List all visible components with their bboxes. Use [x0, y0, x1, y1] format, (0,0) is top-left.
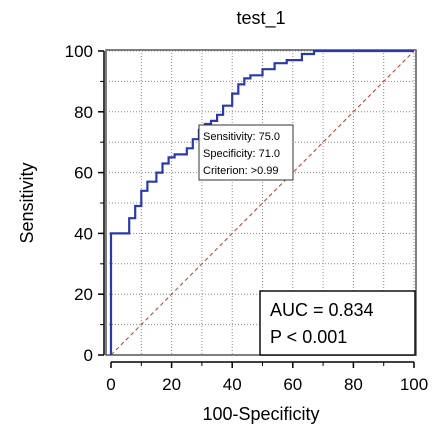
- criterion-threshold: Criterion: >0.99: [203, 165, 279, 177]
- chart-title: test_1: [236, 8, 285, 29]
- auc-value: AUC = 0.834: [270, 300, 374, 320]
- axis-ticks: [98, 50, 415, 368]
- roc-curve: [109, 49, 414, 355]
- p-value: P < 0.001: [270, 327, 347, 347]
- y-tick-label: 80: [74, 103, 93, 122]
- y-axis-label: Sensitivity: [17, 162, 37, 243]
- x-axis-label: 100-Specificity: [202, 404, 319, 424]
- x-tick-label: 40: [223, 375, 242, 394]
- x-tick-label: 20: [162, 375, 181, 394]
- y-tick-label: 60: [74, 164, 93, 183]
- criterion-box: Sensitivity: 75.0 Specificity: 71.0 Crit…: [198, 124, 294, 181]
- x-tick-label: 0: [106, 375, 115, 394]
- y-tick-label: 20: [74, 285, 93, 304]
- reference-diagonal-line: [110, 50, 415, 356]
- criterion-sensitivity: Sensitivity: 75.0: [203, 131, 280, 143]
- x-tick-label: 60: [283, 375, 302, 394]
- y-tick-label: 40: [74, 224, 93, 243]
- x-tick-label: 80: [344, 375, 363, 394]
- y-tick-label: 0: [84, 346, 93, 365]
- x-tick-label: 100: [400, 375, 428, 394]
- y-tick-label: 100: [65, 42, 93, 61]
- axis-tick-labels: 0 20 40 60 80 100 0 20 40 60 80 100: [65, 42, 429, 394]
- criterion-specificity: Specificity: 71.0: [203, 148, 280, 160]
- auc-box: AUC = 0.834 P < 0.001: [259, 290, 416, 356]
